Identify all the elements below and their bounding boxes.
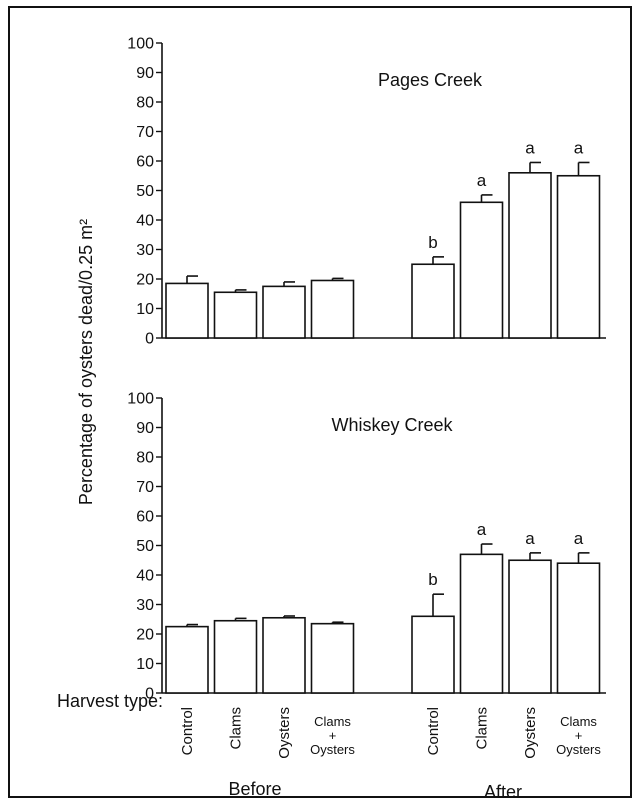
bar xyxy=(165,282,209,339)
y-tick-label: 60 xyxy=(136,154,154,171)
y-tick-label: 40 xyxy=(136,568,154,585)
bar xyxy=(459,201,504,339)
harvest-type-label: Harvest type: xyxy=(57,691,163,711)
bar xyxy=(411,263,455,339)
y-tick-label: 0 xyxy=(145,686,154,703)
y-tick-label: 50 xyxy=(136,538,154,555)
category-label: Oysters xyxy=(522,707,539,759)
figure-frame xyxy=(8,6,632,798)
significance-letter: a xyxy=(574,529,584,548)
bar xyxy=(508,172,552,339)
bar xyxy=(310,279,355,339)
y-tick-label: 10 xyxy=(136,301,154,318)
category-label: Clams + Oysters xyxy=(556,714,601,757)
y-tick-label: 0 xyxy=(145,331,154,348)
group-label-before: Before xyxy=(228,779,281,799)
significance-letter: b xyxy=(428,570,437,589)
y-tick-label: 60 xyxy=(136,509,154,526)
bar xyxy=(459,553,504,694)
panel-title: Pages Creek xyxy=(378,70,483,90)
y-tick-label: 70 xyxy=(136,124,154,141)
significance-letter: b xyxy=(428,233,437,252)
y-axis-label: Percentage of oysters dead/0.25 m² xyxy=(76,219,96,505)
significance-letter: a xyxy=(574,138,584,157)
significance-letter: a xyxy=(525,138,535,157)
category-label: Oysters xyxy=(276,707,293,759)
y-tick-label: 70 xyxy=(136,479,154,496)
y-tick-label: 20 xyxy=(136,272,154,289)
bar xyxy=(556,174,601,339)
bar xyxy=(556,562,601,694)
group-label-after: After xyxy=(484,782,522,802)
y-tick-label: 80 xyxy=(136,450,154,467)
bar xyxy=(411,615,455,694)
y-tick-label: 10 xyxy=(136,656,154,673)
chart-panel-0: 0 10 20 30 40 50 60 70 80 90 100 Pages Creek b a a a xyxy=(127,36,606,348)
y-tick-label: 30 xyxy=(136,242,154,259)
category-label: Clams xyxy=(228,707,245,750)
bar xyxy=(213,619,258,694)
bar xyxy=(310,622,355,694)
chart-panel-1: 0 10 20 30 40 50 60 70 80 90 100 Whiskey Creek b a a a xyxy=(127,391,606,703)
y-tick-label: 100 xyxy=(127,36,154,53)
category-label: Clams + Oysters xyxy=(310,714,355,757)
y-tick-label: 90 xyxy=(136,65,154,82)
category-label: Clams xyxy=(474,707,491,750)
significance-letter: a xyxy=(525,529,535,548)
y-tick-label: 20 xyxy=(136,627,154,644)
bar xyxy=(213,291,258,339)
bar xyxy=(508,559,552,694)
bar xyxy=(262,616,306,694)
bar xyxy=(262,285,306,339)
y-tick-label: 50 xyxy=(136,183,154,200)
y-tick-label: 40 xyxy=(136,213,154,230)
y-tick-label: 80 xyxy=(136,95,154,112)
y-tick-label: 30 xyxy=(136,597,154,614)
y-tick-label: 100 xyxy=(127,391,154,408)
significance-letter: a xyxy=(477,520,487,539)
significance-letter: a xyxy=(477,171,487,190)
category-label: Control xyxy=(425,707,442,755)
y-tick-label: 90 xyxy=(136,420,154,437)
category-label: Control xyxy=(179,707,196,755)
bar xyxy=(165,625,209,694)
panel-title: Whiskey Creek xyxy=(331,415,453,435)
